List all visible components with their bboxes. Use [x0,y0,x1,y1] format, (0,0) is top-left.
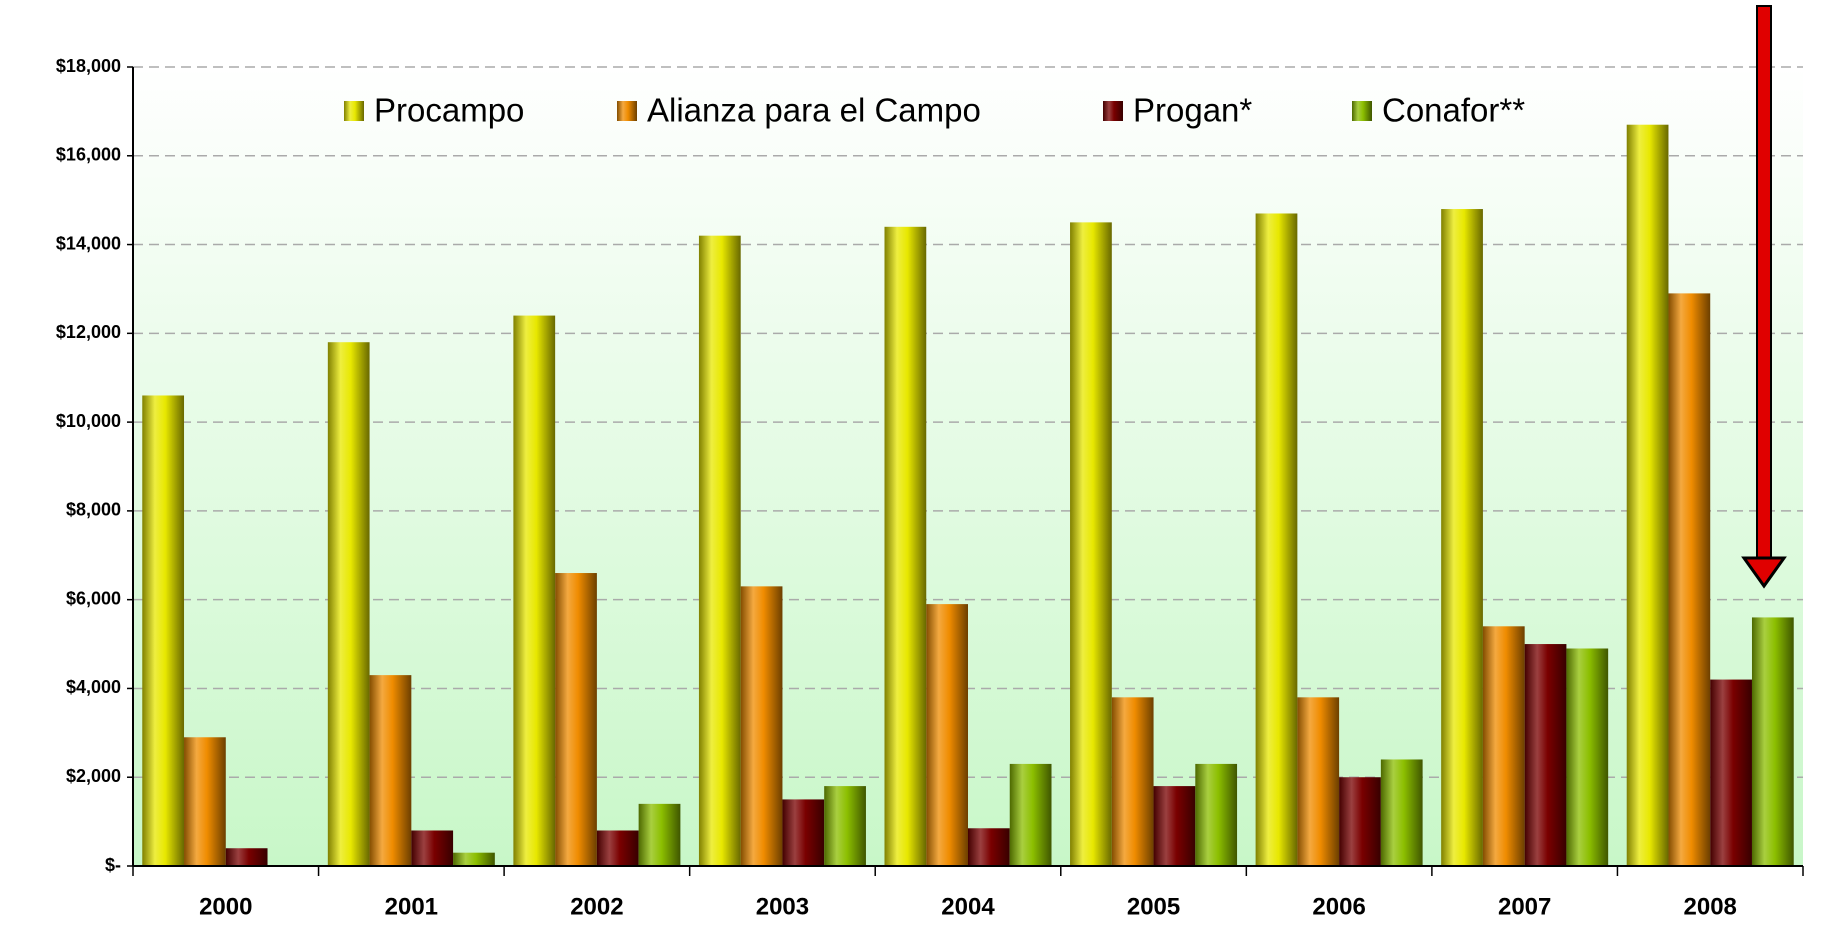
bar [1380,759,1423,866]
bar [1339,777,1381,866]
legend-swatch [1103,101,1123,121]
annotation-arrow [1741,5,1787,589]
bar [1441,209,1483,867]
y-tick-label: $12,000 [56,322,121,342]
bar [1710,679,1752,866]
y-tick-label: $- [105,855,121,875]
y-tick-label: $4,000 [66,677,121,697]
bar [142,395,185,866]
bar [411,830,454,866]
x-tick-label: 2002 [570,893,623,920]
legend-label: Progan* [1133,92,1252,129]
bar [698,235,741,866]
bar [1297,697,1340,866]
x-tick-label: 2006 [1312,893,1365,920]
bar [1153,786,1196,866]
bar [782,799,825,866]
bar [225,848,268,866]
y-tick-label: $14,000 [56,233,121,253]
x-tick-label: 2007 [1498,893,1551,920]
bar [453,852,495,866]
y-tick-label: $10,000 [56,411,121,431]
bar [555,573,597,866]
bar [1524,644,1567,866]
y-tick-label: $8,000 [66,500,121,520]
bar [1009,763,1052,866]
bar [1195,763,1238,866]
bar [1482,626,1525,866]
x-tick-label: 2004 [941,893,995,920]
x-tick-label: 2008 [1684,893,1737,920]
x-tick-label: 2000 [199,893,252,920]
y-tick-label: $16,000 [56,145,121,165]
bar [926,604,968,866]
bar [968,828,1010,866]
bar [740,586,783,866]
bar [1255,213,1298,866]
x-tick-label: 2001 [385,893,438,920]
y-tick-label: $2,000 [66,766,121,786]
bar [884,226,927,867]
bar [184,737,226,866]
y-tick-label: $18,000 [56,56,121,76]
bar [327,342,370,866]
bar [1668,293,1711,867]
x-tick-label: 2003 [756,893,809,920]
legend-label: Conafor** [1382,92,1525,129]
y-tick-label: $6,000 [66,588,121,608]
bar [596,830,639,866]
bar [513,315,556,867]
legend-label: Alianza para el Campo [647,92,981,129]
legend-label: Procampo [374,92,524,129]
bar [638,803,681,866]
bar [824,786,866,866]
legend-swatch [617,101,637,121]
bar [1070,222,1112,867]
bar [1626,124,1669,866]
legend-swatch [344,101,364,121]
x-tick-label: 2005 [1127,893,1180,920]
bar [1111,697,1154,866]
legend-swatch [1352,101,1372,121]
bar [369,675,412,866]
bar [1566,648,1609,866]
bar [1751,617,1794,866]
